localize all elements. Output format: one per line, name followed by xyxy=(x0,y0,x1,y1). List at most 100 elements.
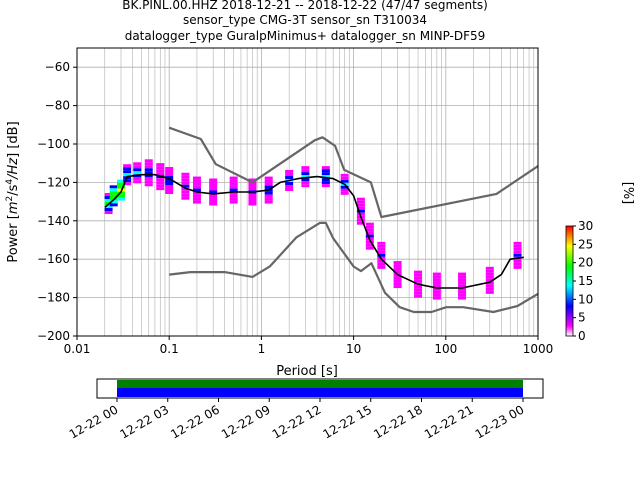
density-cell xyxy=(485,266,494,270)
density-cell xyxy=(209,199,218,203)
y-axis-label: Power [m2/s4/Hz] [dB] xyxy=(5,121,21,262)
density-cell xyxy=(340,188,349,192)
density-cell xyxy=(264,194,273,198)
density-cell xyxy=(104,199,113,203)
y-tick-label: −120 xyxy=(37,175,70,189)
density-cell xyxy=(133,162,142,166)
density-cell xyxy=(156,163,165,167)
density-cell xyxy=(414,294,423,298)
density-cell xyxy=(248,187,257,191)
density-cell xyxy=(264,182,273,186)
density-cell xyxy=(104,205,113,209)
density-cell xyxy=(301,169,310,173)
density-cell xyxy=(393,267,402,271)
high-noise-model-line xyxy=(168,126,539,219)
colorbar-bar xyxy=(565,225,574,337)
density-cell xyxy=(144,159,153,163)
density-cell xyxy=(285,181,294,185)
density-cell xyxy=(340,191,349,195)
density-cell xyxy=(414,273,423,277)
density-cell xyxy=(264,179,273,183)
density-cell xyxy=(156,187,165,191)
x-tick-label: 1 xyxy=(258,342,266,356)
density-cell xyxy=(285,187,294,191)
x-axis-ticks: 0.01 0.1 1 10 100 1000 xyxy=(64,336,553,356)
density-cell xyxy=(104,208,113,212)
density-cell xyxy=(248,202,257,206)
timeline-coverage-psd xyxy=(117,388,523,397)
density-cell xyxy=(432,275,441,279)
y-tick-label: −80 xyxy=(45,99,70,113)
density-cell xyxy=(116,179,125,183)
density-cell xyxy=(109,185,118,189)
density-cell xyxy=(156,172,165,176)
density-cell xyxy=(116,182,125,186)
density-cell xyxy=(513,247,522,251)
density-cell xyxy=(365,234,374,238)
density-cell xyxy=(192,197,201,201)
density-cell xyxy=(321,166,330,170)
timeline-tick-label: 12-22 09 xyxy=(219,402,273,441)
density-cell xyxy=(458,296,467,300)
density-cell xyxy=(356,221,365,225)
y-tick-label: −160 xyxy=(37,252,70,266)
density-cell xyxy=(393,264,402,268)
density-cell xyxy=(156,166,165,170)
density-cell xyxy=(109,200,118,204)
density-cell xyxy=(104,196,113,200)
density-cell xyxy=(144,177,153,181)
density-cell xyxy=(301,184,310,188)
density-cell xyxy=(414,279,423,283)
density-cell xyxy=(458,275,467,279)
colorbar-tick-label: 10 xyxy=(578,292,593,306)
density-cell xyxy=(165,172,174,176)
density-cell xyxy=(356,218,365,222)
density-cell xyxy=(156,178,165,182)
density-cell xyxy=(485,278,494,282)
density-cell xyxy=(104,193,113,197)
density-cell xyxy=(144,174,153,178)
density-cell xyxy=(165,178,174,182)
density-cell xyxy=(432,284,441,288)
mode-line xyxy=(104,173,524,289)
density-cell xyxy=(393,285,402,289)
density-cell xyxy=(356,206,365,210)
density-cell xyxy=(321,181,330,185)
density-cell xyxy=(116,197,125,201)
density-cell xyxy=(192,176,201,180)
density-cell xyxy=(165,166,174,170)
y-tick-label: −60 xyxy=(45,60,70,74)
density-cell xyxy=(144,168,153,172)
density-cell xyxy=(192,185,201,189)
title-line-3: datalogger_type GuralpMinimus+ datalogge… xyxy=(125,29,486,43)
density-cell xyxy=(340,173,349,177)
density-cell xyxy=(248,196,257,200)
density-cell xyxy=(109,194,118,198)
density-cell xyxy=(144,180,153,184)
colorbar-label: [%] xyxy=(620,182,635,205)
density-cell xyxy=(365,231,374,235)
density-cell xyxy=(513,259,522,263)
density-cell xyxy=(432,287,441,291)
density-cell xyxy=(432,290,441,294)
density-cell xyxy=(377,247,386,251)
density-cell xyxy=(181,187,190,191)
density-cell xyxy=(209,178,218,182)
density-cell xyxy=(209,187,218,191)
timeline-tick-label: 12-22 15 xyxy=(321,402,375,441)
title-line-1: BK.PINL.00.HHZ 2018-12-21 -- 2018-12-22 … xyxy=(122,0,488,12)
density-cell xyxy=(133,171,142,175)
density-cell xyxy=(144,171,153,175)
density-cell xyxy=(356,209,365,213)
density-cell xyxy=(192,191,201,195)
density-cell xyxy=(377,250,386,254)
colorbar-tick-label: 0 xyxy=(578,329,586,343)
colorbar-tick-label: 30 xyxy=(578,219,593,233)
plot-area: 0.01 0.1 1 10 100 1000 −200 −180 −160 −140 −120 −1… xyxy=(37,47,553,356)
density-cell xyxy=(144,165,153,169)
density-cell xyxy=(513,241,522,245)
density-cell xyxy=(123,182,132,186)
density-cell xyxy=(458,290,467,294)
density-cell xyxy=(432,293,441,297)
